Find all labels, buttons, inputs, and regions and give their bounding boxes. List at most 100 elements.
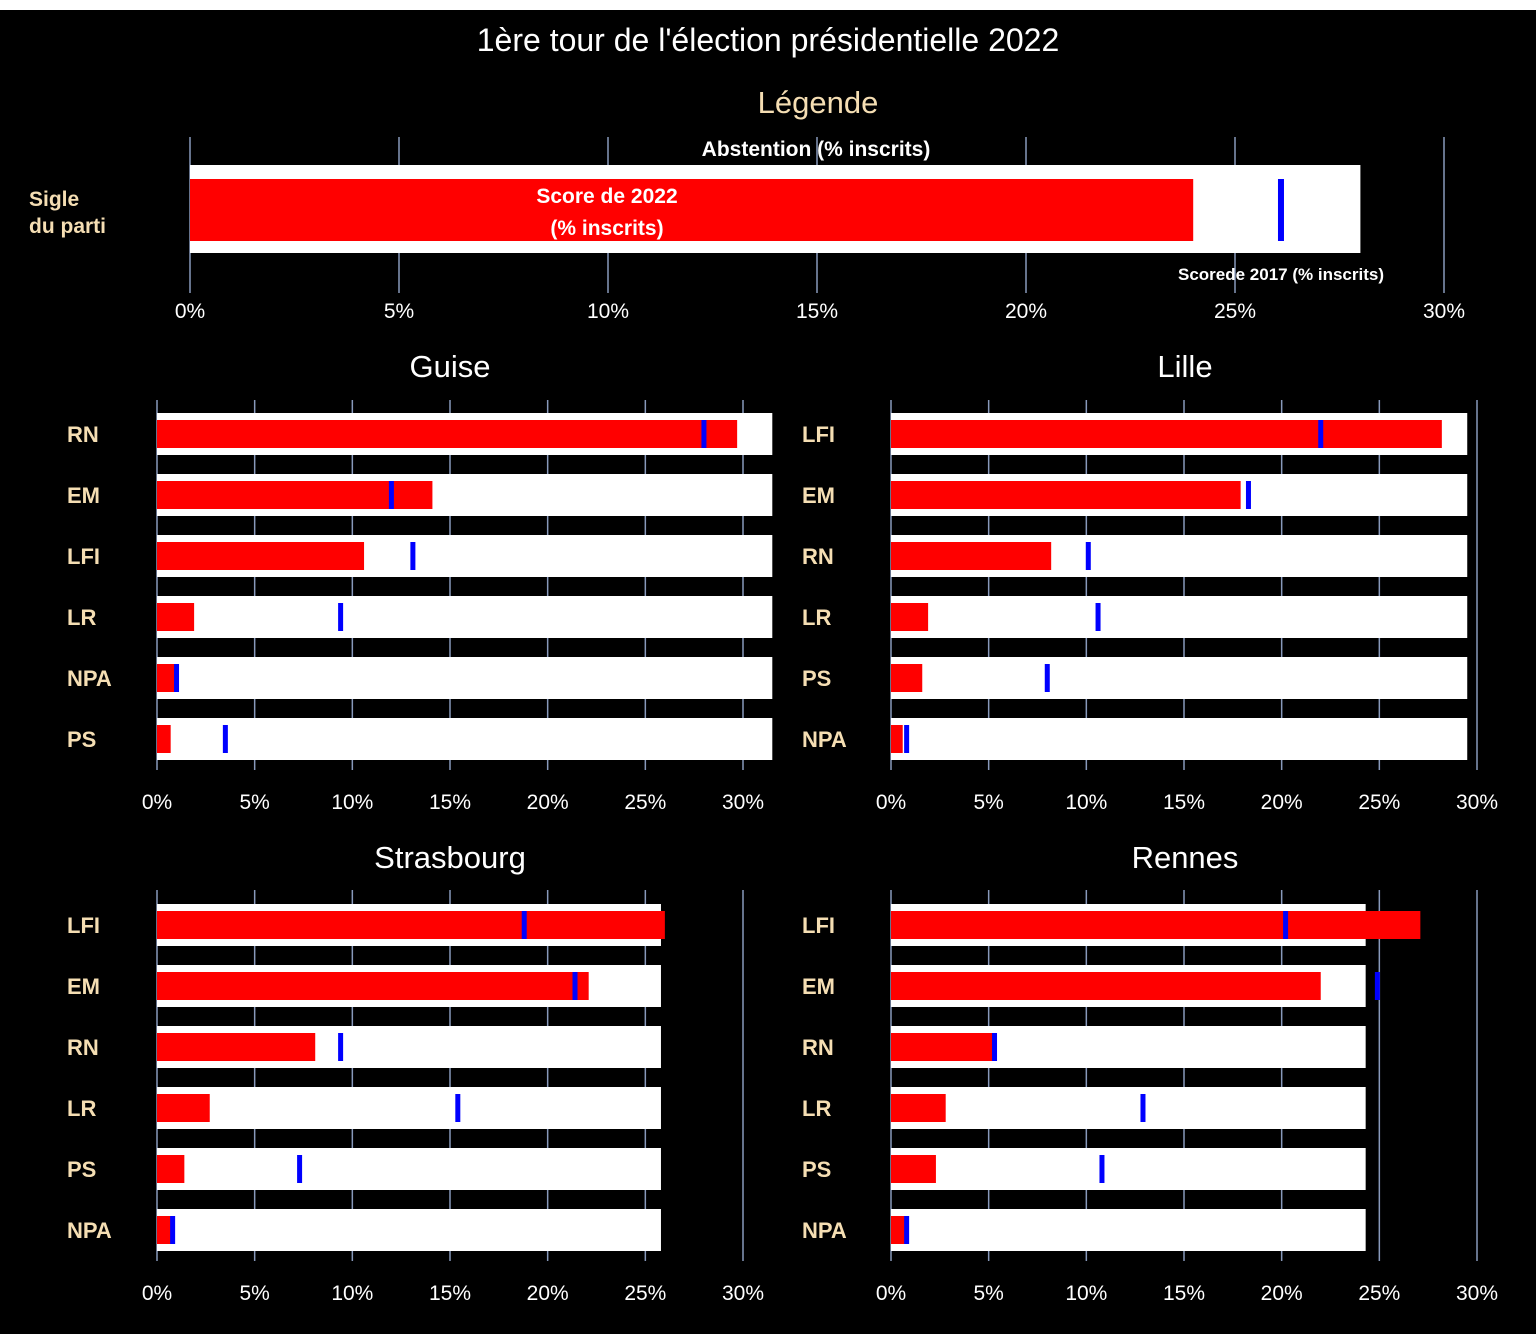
legend-tick-label: 20% (1005, 300, 1047, 323)
x-tick-label: 25% (1358, 1282, 1400, 1305)
party-label: PS (67, 727, 96, 752)
score-2022-bar (157, 420, 738, 448)
score-2022-bar (891, 972, 1321, 1000)
score-2017-marker (1374, 972, 1380, 1000)
legend-score2022-bar (190, 179, 1194, 241)
party-label: NPA (802, 1218, 847, 1243)
legend-tick-label: 0% (175, 300, 205, 323)
score-2017-marker (388, 481, 394, 509)
score-2017-marker (992, 1033, 998, 1061)
election-chart: 1ère tour de l'élection présidentielle 2… (29, 22, 1498, 1305)
score-2017-marker (455, 1094, 461, 1122)
score-2022-bar (157, 664, 175, 692)
panel-guise: Guise 0% 5% 10% 15% 20% 25% 30% RN EM LFI LR NPA PS (67, 349, 773, 814)
party-label: LR (802, 1096, 831, 1121)
score-2017-marker (410, 542, 416, 570)
panel-rennes: Rennes 0% 5% 10% 15% 20% 25% 30% LFI EM RN LR PS NPA (802, 840, 1498, 1305)
x-tick-label: 30% (722, 791, 764, 814)
score-2017-marker (170, 1216, 176, 1244)
x-tick-label: 25% (624, 791, 666, 814)
legend-score2017-label: Scorede 2017 (% inscrits) (1178, 265, 1384, 284)
x-tick-label: 15% (1163, 1282, 1205, 1305)
score-2022-bar (157, 911, 665, 939)
party-label: NPA (67, 666, 112, 691)
legend-score2022-label-line1: Score de 2022 (536, 185, 677, 208)
score-2017-marker (904, 1216, 910, 1244)
x-tick-label: 20% (527, 1282, 569, 1305)
party-label: RN (802, 1035, 834, 1060)
x-tick-label: 10% (1065, 1282, 1107, 1305)
chart-title: 1ère tour de l'élection présidentielle 2… (477, 22, 1060, 58)
score-2017-marker (222, 725, 228, 753)
score-2022-bar (891, 725, 903, 753)
legend-score2022-label-line2: (% inscrits) (550, 217, 663, 240)
legend-title: Légende (758, 85, 879, 120)
abstention-bar (157, 1087, 661, 1129)
abstention-bar (157, 657, 773, 699)
abstention-bar (891, 596, 1468, 638)
legend-panel: Légende 0% 5% 10% 15% 20% 25% 30% Abstention (% … (29, 85, 1465, 323)
abstention-bar (157, 596, 773, 638)
x-tick-label: 10% (1065, 791, 1107, 814)
score-2017-marker (1095, 603, 1101, 631)
score-2017-marker (338, 603, 344, 631)
legend-score2017-marker (1277, 179, 1284, 241)
score-2017-marker (572, 972, 578, 1000)
party-label: PS (802, 666, 831, 691)
panel-title: Rennes (1132, 840, 1239, 875)
legend-tick-label: 30% (1423, 300, 1465, 323)
score-2017-marker (701, 420, 707, 448)
score-2017-marker (904, 725, 910, 753)
party-label: EM (802, 974, 835, 999)
score-2017-marker (1085, 542, 1091, 570)
party-label: LFI (67, 544, 100, 569)
score-2017-marker (1318, 420, 1324, 448)
party-label: NPA (802, 727, 847, 752)
score-2017-marker (1283, 911, 1289, 939)
panel-title: Strasbourg (374, 840, 526, 875)
score-2022-bar (891, 542, 1052, 570)
score-2017-marker (1044, 664, 1050, 692)
party-label: RN (802, 544, 834, 569)
legend-tick-label: 25% (1214, 300, 1256, 323)
panel-title: Lille (1157, 349, 1212, 384)
score-2017-marker (1140, 1094, 1146, 1122)
party-label: EM (67, 483, 100, 508)
party-label: RN (67, 1035, 99, 1060)
x-tick-label: 30% (722, 1282, 764, 1305)
x-tick-label: 20% (527, 791, 569, 814)
score-2022-bar (157, 1155, 185, 1183)
abstention-bar (157, 1148, 661, 1190)
score-2022-bar (157, 1033, 316, 1061)
x-tick-label: 20% (1261, 1282, 1303, 1305)
party-label: LFI (67, 913, 100, 938)
abstention-bar (891, 1209, 1366, 1251)
legend-tick-label: 15% (796, 300, 838, 323)
score-2017-marker (521, 911, 527, 939)
score-2022-bar (157, 481, 433, 509)
party-label: PS (67, 1157, 96, 1182)
score-2022-bar (157, 542, 365, 570)
panel-lille: Lille 0% 5% 10% 15% 20% 25% 30% LFI EM RN LR PS NPA (802, 349, 1498, 814)
x-tick-label: 0% (142, 1282, 172, 1305)
score-2022-bar (157, 972, 589, 1000)
x-tick-label: 0% (876, 791, 906, 814)
score-2022-bar (891, 1155, 936, 1183)
x-tick-label: 5% (239, 791, 269, 814)
party-label: LR (802, 605, 831, 630)
x-tick-label: 5% (973, 1282, 1003, 1305)
party-label: PS (802, 1157, 831, 1182)
abstention-bar (891, 1087, 1366, 1129)
party-label: LFI (802, 422, 835, 447)
x-tick-label: 25% (624, 1282, 666, 1305)
party-label: LR (67, 1096, 96, 1121)
score-2022-bar (157, 1216, 171, 1244)
score-2022-bar (157, 725, 171, 753)
x-tick-label: 20% (1261, 791, 1303, 814)
party-label: NPA (67, 1218, 112, 1243)
score-2022-bar (157, 603, 195, 631)
x-tick-label: 5% (973, 791, 1003, 814)
party-label: RN (67, 422, 99, 447)
score-2022-bar (891, 664, 923, 692)
